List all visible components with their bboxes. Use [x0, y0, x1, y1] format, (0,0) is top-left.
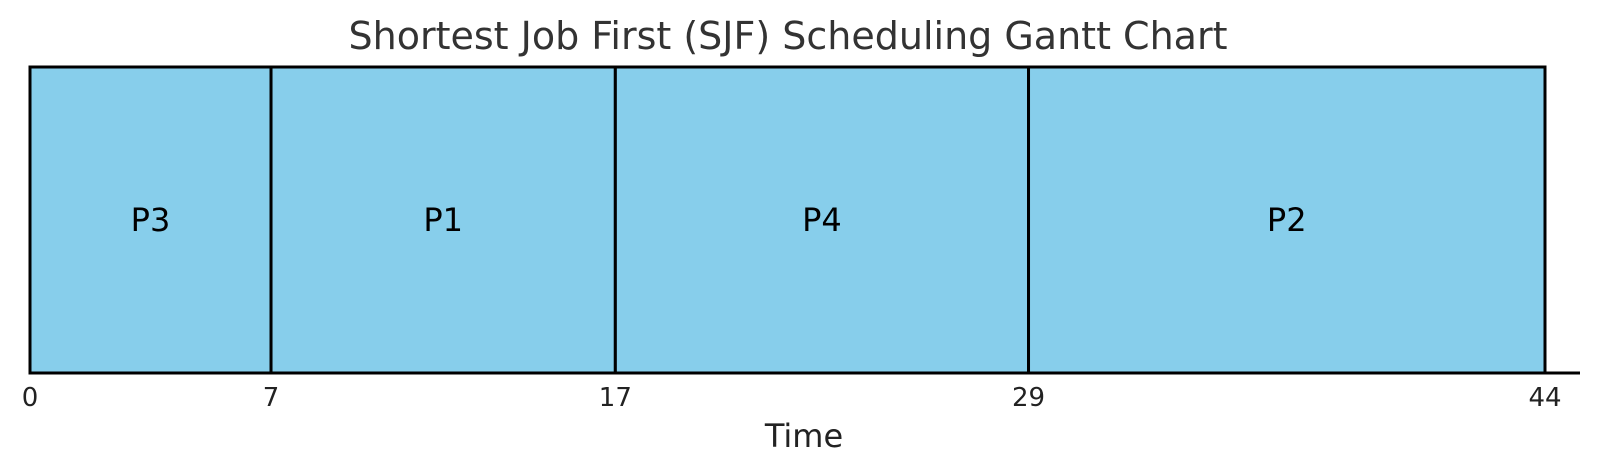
gantt-bar-p2	[1027, 65, 1547, 375]
bars-group: P3 P1 P4 P2	[28, 65, 1547, 375]
gantt-bar-label-p3: P3	[131, 201, 171, 239]
chart-title: Shortest Job First (SJF) Scheduling Gant…	[349, 14, 1228, 58]
gantt-bar-label-p4: P4	[802, 201, 842, 239]
x-tick-label: 44	[1528, 383, 1561, 413]
gantt-bar-p3	[28, 65, 273, 375]
gantt-bar-p4	[613, 65, 1031, 375]
x-tick-label: 29	[1012, 383, 1045, 413]
x-axis-label: Time	[764, 417, 843, 455]
gantt-bar-p1	[269, 65, 617, 375]
x-tick-label: 0	[22, 383, 39, 413]
gantt-bar-label-p1: P1	[423, 201, 463, 239]
gantt-bar-label-p2: P2	[1267, 201, 1307, 239]
x-tick-labels: 0 7 17 29 44	[22, 383, 1562, 413]
x-tick-label: 17	[599, 383, 632, 413]
x-tick-label: 7	[263, 383, 280, 413]
